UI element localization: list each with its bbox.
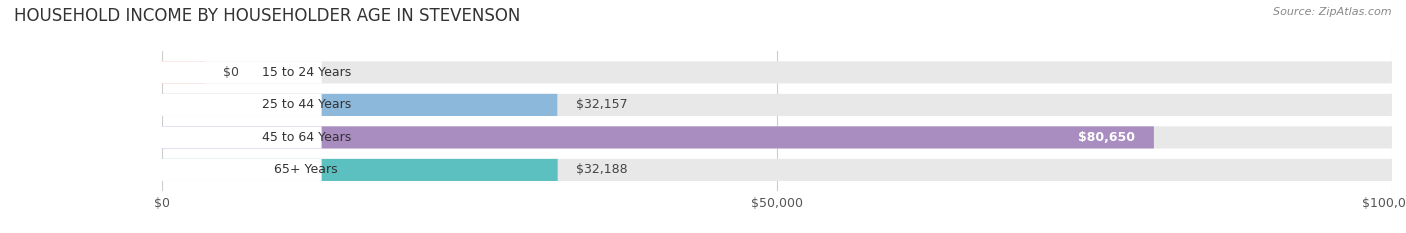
- FancyBboxPatch shape: [162, 126, 1154, 148]
- FancyBboxPatch shape: [162, 94, 1392, 116]
- FancyBboxPatch shape: [162, 61, 1392, 83]
- FancyBboxPatch shape: [162, 94, 557, 116]
- Text: 45 to 64 Years: 45 to 64 Years: [262, 131, 352, 144]
- Text: 25 to 44 Years: 25 to 44 Years: [262, 98, 352, 111]
- FancyBboxPatch shape: [162, 159, 1392, 181]
- FancyBboxPatch shape: [162, 61, 205, 83]
- FancyBboxPatch shape: [131, 126, 322, 148]
- Text: $0: $0: [224, 66, 239, 79]
- Text: $32,157: $32,157: [575, 98, 627, 111]
- Text: $80,650: $80,650: [1078, 131, 1136, 144]
- Text: HOUSEHOLD INCOME BY HOUSEHOLDER AGE IN STEVENSON: HOUSEHOLD INCOME BY HOUSEHOLDER AGE IN S…: [14, 7, 520, 25]
- FancyBboxPatch shape: [162, 159, 558, 181]
- FancyBboxPatch shape: [162, 126, 1392, 148]
- FancyBboxPatch shape: [131, 61, 322, 83]
- FancyBboxPatch shape: [131, 159, 322, 181]
- Text: 65+ Years: 65+ Years: [274, 163, 337, 176]
- Text: Source: ZipAtlas.com: Source: ZipAtlas.com: [1274, 7, 1392, 17]
- Text: $32,188: $32,188: [576, 163, 627, 176]
- Text: 15 to 24 Years: 15 to 24 Years: [262, 66, 352, 79]
- FancyBboxPatch shape: [131, 94, 322, 116]
